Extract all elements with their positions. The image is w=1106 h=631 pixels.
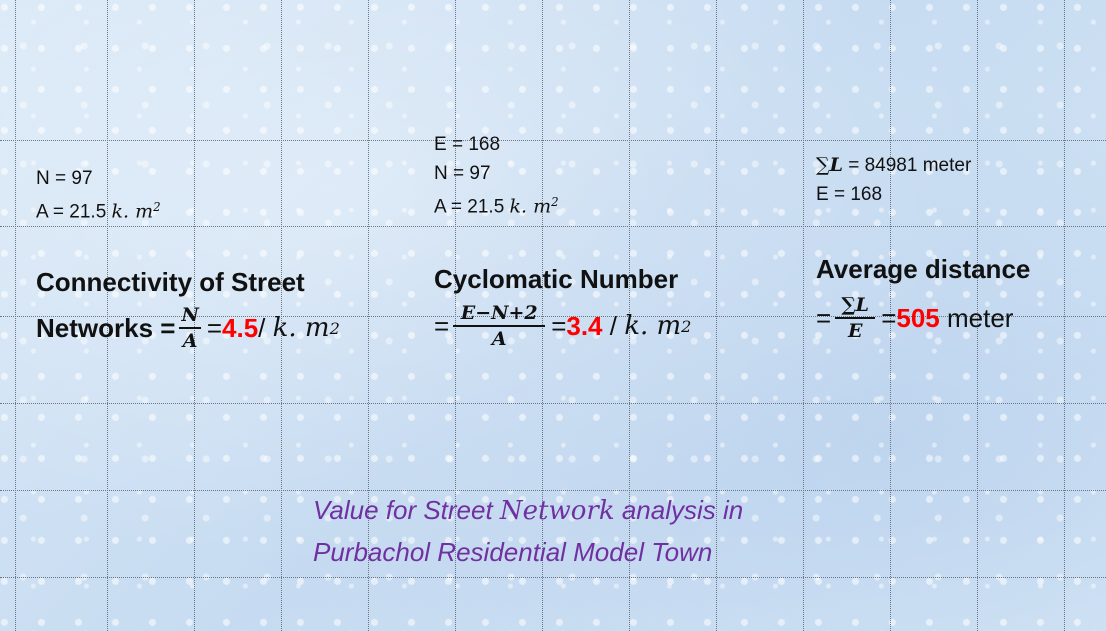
unit-exponent: 2: [551, 195, 559, 209]
caption: Value for Street Network analysis in Pur…: [313, 490, 813, 573]
connectivity-heading: Connectivity of Street: [36, 267, 305, 297]
unit-km: k. m: [509, 195, 552, 218]
guide-line: [0, 403, 1106, 404]
guide-line: [0, 577, 1106, 578]
unit-meter: meter: [939, 302, 1014, 333]
guide-line: [194, 0, 195, 631]
sigma-symbol: ∑: [841, 294, 856, 316]
guide-line: [716, 0, 717, 631]
fraction-denominator: A: [491, 328, 507, 350]
given-n: N = 97: [434, 163, 491, 184]
guide-line: [0, 316, 1106, 317]
given-e: E = 168: [434, 134, 501, 155]
formula-prefix: Networks =: [36, 312, 176, 343]
fraction-numerator: ∑L: [835, 293, 876, 319]
guide-line: [803, 0, 804, 631]
sigma-symbol: ∑: [816, 154, 830, 176]
guide-line: [890, 0, 891, 631]
fraction-denominator: A: [182, 330, 198, 352]
fraction: N A: [179, 303, 201, 353]
unit-exponent: 2: [681, 316, 692, 336]
caption-line-1: Value for Street Network analysis in: [313, 495, 744, 526]
unit-km: k. m: [272, 313, 330, 343]
unit-km: k. m: [111, 200, 154, 223]
average-givens: ∑L = 84981 meter E = 168: [816, 151, 971, 209]
cyclomatic-result: 3.4: [566, 310, 603, 341]
given-a: A = 21.5 k. m2: [36, 200, 161, 223]
fraction: ∑L E: [835, 293, 876, 343]
unit-exponent: 2: [153, 200, 161, 214]
equals-sign: =: [206, 312, 223, 343]
fraction: E−N+2 A: [453, 301, 546, 351]
guide-line: [1064, 0, 1065, 631]
guide-line: [281, 0, 282, 631]
average-formula: = ∑L E = 505 meter: [816, 293, 1013, 343]
guide-line: [0, 140, 1106, 141]
guide-line: [977, 0, 978, 631]
guide-line: [0, 226, 1106, 227]
given-a: A = 21.5 k. m2: [434, 195, 559, 218]
cyclomatic-heading: Cyclomatic Number: [434, 264, 679, 294]
unit-slash: /: [602, 310, 625, 341]
unit-exponent: 2: [329, 318, 340, 338]
fraction-numerator: N: [179, 303, 201, 329]
equals-sign: =: [551, 310, 567, 341]
given-e: E = 168: [816, 184, 883, 205]
fraction-numerator: E−N+2: [453, 301, 546, 327]
average-result: 505: [896, 302, 940, 333]
guide-line: [629, 0, 630, 631]
connectivity-result: 4.5: [222, 312, 259, 343]
guide-line: [15, 0, 16, 631]
guide-line: [0, 490, 1106, 491]
unit-slash: /: [258, 312, 273, 343]
guide-line: [455, 0, 456, 631]
given-l: L: [829, 154, 843, 176]
caption-network-word: Network: [499, 496, 615, 526]
guide-line: [368, 0, 369, 631]
connectivity-givens: N = 97 A = 21.5 k. m2: [36, 164, 161, 226]
formula-prefix: =: [434, 310, 450, 341]
caption-line-2: Purbachol Residential Model Town: [313, 537, 713, 567]
guide-line: [107, 0, 108, 631]
fraction-denominator: E: [847, 320, 863, 342]
given-sum-l: ∑L = 84981 meter: [816, 154, 972, 176]
guide-line: [542, 0, 543, 631]
given-n: N = 97: [36, 168, 93, 189]
unit-km: k. m: [624, 311, 682, 341]
equals-sign: =: [881, 302, 897, 333]
cyclomatic-givens: E = 168 N = 97 A = 21.5 k. m2: [434, 130, 559, 221]
formula-prefix: =: [816, 302, 832, 333]
average-heading: Average distance: [816, 254, 1031, 284]
